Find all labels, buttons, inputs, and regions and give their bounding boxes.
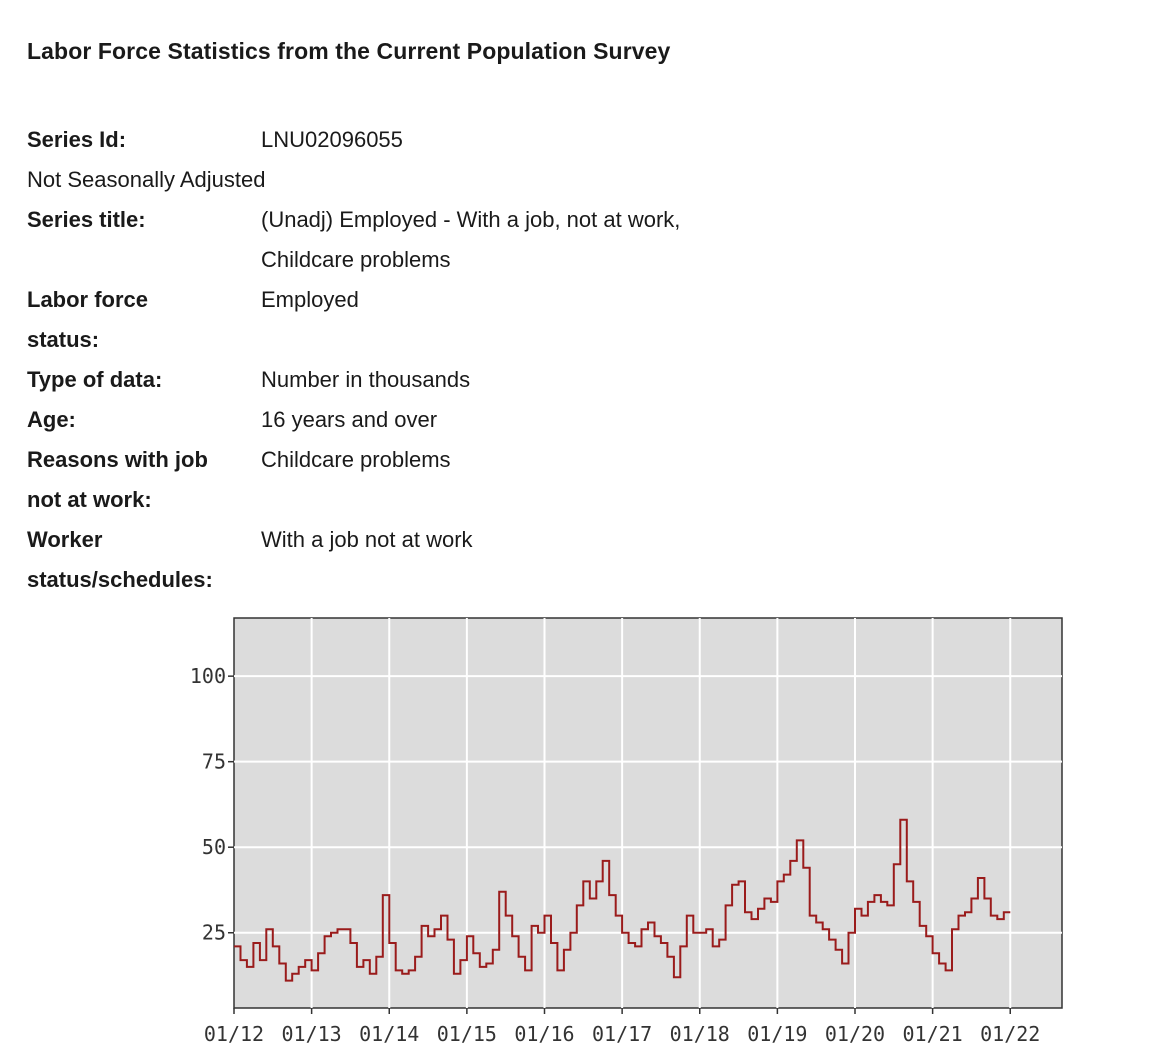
plot-area — [233, 617, 1063, 1009]
series-metadata: Series Id: LNU02096055 Not Seasonally Ad… — [27, 120, 727, 600]
x-tick-label: 01/18 — [670, 1022, 730, 1046]
reasons-label: Reasons with job not at work: — [27, 440, 261, 520]
worker-status-label: Worker status/schedules: — [27, 520, 261, 600]
reasons-label-text: Reasons with job not at work: — [27, 447, 208, 512]
reasons-value: Childcare problems — [261, 447, 451, 472]
series-title-value: (Unadj) Employed - With a job, not at wo… — [261, 207, 681, 272]
type-of-data-label: Type of data: — [27, 367, 163, 392]
y-tick-label: 50 — [202, 835, 226, 859]
y-tick-label: 25 — [202, 921, 226, 945]
age-value: 16 years and over — [261, 407, 438, 432]
series-id-label: Series Id: — [27, 127, 127, 152]
reasons-row: Reasons with job not at work: Childcare … — [27, 440, 727, 520]
worker-status-value: With a job not at work — [261, 527, 473, 552]
age-label: Age: — [27, 407, 76, 432]
series-title-label: Series title: — [27, 207, 146, 232]
x-tick-label: 01/12 — [204, 1022, 264, 1046]
series-title-row: Series title: (Unadj) Employed - With a … — [27, 200, 727, 280]
labor-force-status-label-text: Labor force status: — [27, 287, 149, 352]
type-of-data-row: Type of data: Number in thousands — [27, 360, 727, 400]
y-axis: 25 50 75 100 — [190, 664, 234, 945]
x-tick-label: 01/22 — [980, 1022, 1040, 1046]
type-of-data-value: Number in thousands — [261, 367, 471, 392]
worker-status-label-text: Worker status/schedules: — [27, 527, 213, 592]
x-tick-label: 01/15 — [437, 1022, 497, 1046]
adjustment-text: Not Seasonally Adjusted — [27, 167, 266, 192]
x-tick-label: 01/19 — [747, 1022, 807, 1046]
age-row: Age: 16 years and over — [27, 400, 727, 440]
series-line — [234, 818, 1011, 982]
x-tick-label: 01/14 — [359, 1022, 419, 1046]
x-tick-label: 01/21 — [903, 1022, 963, 1046]
line-chart: 25 50 75 100 01/12 01/13 01/14 01/15 01/16 01/17… — [190, 617, 1063, 1046]
page-title: Labor Force Statistics from the Current … — [27, 38, 671, 64]
x-tick-label: 01/20 — [825, 1022, 885, 1046]
worker-status-row: Worker status/schedules: With a job not … — [27, 520, 727, 600]
labor-force-status-row: Labor force status: Employed — [27, 280, 727, 360]
x-tick-label: 01/13 — [282, 1022, 342, 1046]
series-id-value: LNU02096055 — [261, 127, 403, 152]
x-tick-label: 01/17 — [592, 1022, 652, 1046]
x-tick-label: 01/16 — [514, 1022, 574, 1046]
labor-force-status-value: Employed — [261, 287, 359, 312]
y-tick-label: 75 — [202, 750, 226, 774]
y-tick-label: 100 — [190, 664, 226, 688]
x-axis: 01/12 01/13 01/14 01/15 01/16 01/17 01/18 01/19… — [204, 1008, 1040, 1046]
series-id-row: Series Id: LNU02096055 — [27, 120, 727, 160]
labor-force-status-label: Labor force status: — [27, 280, 261, 360]
adjustment-row: Not Seasonally Adjusted — [27, 160, 727, 200]
